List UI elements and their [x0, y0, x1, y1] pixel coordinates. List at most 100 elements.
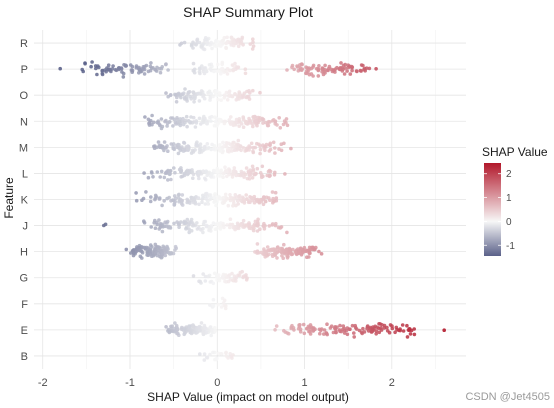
data-point	[289, 146, 293, 151]
data-point	[206, 202, 211, 206]
data-point	[151, 253, 156, 258]
data-point	[230, 63, 235, 67]
data-point	[210, 171, 214, 176]
data-point	[283, 172, 287, 176]
data-point	[229, 43, 234, 47]
data-point	[232, 166, 237, 170]
data-point	[337, 328, 342, 332]
data-point	[159, 246, 163, 251]
data-point	[201, 93, 205, 97]
data-point	[401, 329, 406, 333]
data-point	[208, 67, 213, 71]
data-point	[255, 242, 260, 246]
data-point	[154, 145, 159, 150]
data-point	[211, 94, 215, 99]
data-point	[258, 151, 262, 156]
data-point	[175, 220, 179, 224]
data-point	[201, 196, 205, 200]
data-point	[228, 217, 233, 221]
data-point	[282, 119, 287, 123]
data-point	[251, 124, 255, 129]
data-point	[160, 229, 165, 234]
data-point	[184, 329, 188, 334]
data-point	[241, 125, 246, 129]
data-point	[251, 88, 255, 93]
data-point	[237, 124, 241, 128]
data-point	[232, 169, 236, 173]
x-tick-label: 1	[301, 377, 307, 389]
data-point	[252, 200, 257, 205]
data-point	[150, 245, 154, 249]
data-point	[146, 117, 151, 122]
data-point	[352, 331, 356, 335]
data-point	[309, 66, 314, 71]
data-point	[369, 330, 374, 334]
data-point	[155, 65, 159, 70]
data-point	[225, 35, 229, 40]
data-point	[203, 325, 207, 330]
data-point	[250, 176, 255, 180]
data-point	[258, 147, 263, 152]
data-point	[293, 250, 298, 254]
y-tick-label: G	[19, 273, 28, 285]
data-point	[209, 195, 213, 200]
data-point	[224, 90, 229, 95]
data-point	[146, 175, 151, 180]
data-point	[348, 72, 353, 76]
data-point	[244, 223, 248, 228]
data-point	[203, 202, 208, 206]
data-point	[256, 217, 260, 222]
data-point	[169, 251, 174, 255]
data-point	[216, 62, 220, 67]
data-point	[158, 143, 163, 148]
data-point	[218, 149, 223, 153]
data-point	[219, 352, 223, 356]
data-point	[146, 69, 151, 74]
data-point	[412, 327, 417, 331]
data-point	[236, 138, 241, 143]
data-point	[164, 91, 168, 95]
data-point-outlier	[374, 67, 378, 71]
legend-tick-label: 0	[506, 217, 512, 228]
data-point	[149, 225, 153, 229]
data-point	[234, 279, 238, 283]
data-point	[222, 93, 227, 97]
x-tick-label: -2	[38, 377, 48, 389]
data-point	[273, 328, 277, 332]
data-point	[158, 70, 163, 75]
data-point	[176, 151, 181, 156]
data-point	[143, 245, 147, 250]
data-point	[255, 229, 260, 233]
data-point	[209, 119, 213, 123]
data-point	[164, 146, 168, 150]
data-point	[219, 98, 223, 102]
data-point	[234, 120, 239, 125]
data-point	[203, 219, 208, 224]
data-point	[222, 121, 227, 126]
data-point	[301, 322, 306, 327]
data-point	[143, 115, 147, 119]
data-point	[211, 304, 216, 308]
data-point	[230, 94, 235, 99]
y-tick-label: E	[21, 325, 28, 337]
data-point	[207, 227, 211, 231]
data-point	[208, 280, 213, 284]
data-point	[191, 196, 195, 200]
data-point	[215, 170, 220, 174]
data-point	[377, 330, 382, 335]
data-point	[341, 67, 345, 71]
data-point	[282, 249, 286, 253]
data-point	[311, 74, 315, 78]
data-point	[250, 164, 255, 169]
data-point	[215, 93, 219, 98]
y-tick-label: K	[21, 195, 29, 207]
watermark: CSDN @Jet4505	[465, 391, 550, 403]
data-point	[210, 142, 214, 147]
data-point	[188, 120, 192, 125]
data-point	[300, 62, 304, 67]
data-point	[334, 330, 338, 335]
data-point	[175, 331, 179, 336]
data-point	[266, 169, 271, 174]
data-point	[287, 251, 292, 255]
data-point	[208, 325, 213, 330]
